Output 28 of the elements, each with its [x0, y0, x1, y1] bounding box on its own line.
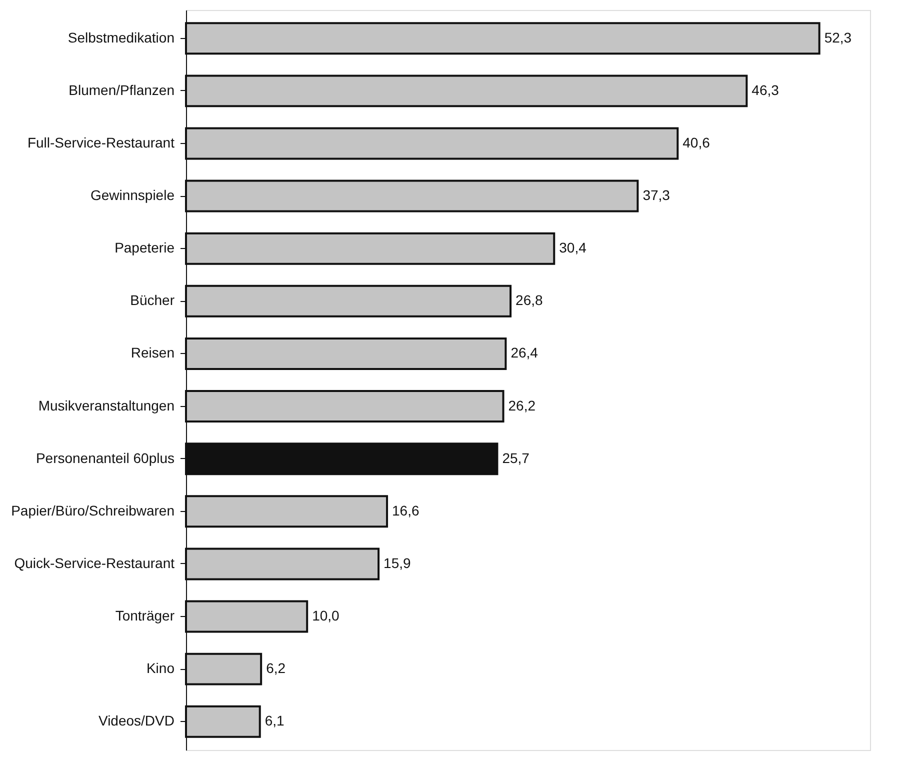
y-tick-label: Gewinnspiele	[90, 187, 175, 204]
data-label: 37,3	[642, 187, 670, 204]
y-tick-label: Selbstmedikation	[68, 29, 174, 46]
y-tick-label: Blumen/Pflanzen	[68, 82, 174, 98]
data-label: 26,8	[516, 292, 543, 308]
y-tick-label: Reisen	[130, 344, 174, 361]
data-label: 26,2	[508, 397, 536, 414]
y-tick-label: Kino	[146, 660, 175, 676]
data-label: 15,9	[384, 554, 412, 571]
data-label: 26,4	[510, 344, 538, 361]
y-tick-label: Papier/Büro/Schreibwaren	[11, 502, 174, 518]
y-tick-label: Bücher	[130, 292, 175, 308]
y-tick-label: Full-Service-Restaurant	[27, 134, 175, 150]
y-tick-label: Musikveranstaltungen	[38, 397, 174, 414]
data-label: 30,4	[559, 240, 587, 256]
data-label: 25,7	[502, 450, 530, 466]
y-tick-label: Quick-Service-Restaurant	[14, 554, 175, 571]
data-label: 6,1	[264, 712, 285, 729]
y-tick-label: Videos/DVD	[98, 712, 174, 729]
y-tick-label: Personenanteil 60plus	[36, 450, 174, 466]
data-label: 40,6	[682, 134, 710, 150]
y-tick-label: Papeterie	[114, 240, 175, 256]
y-tick-label: Tonträger	[115, 608, 175, 624]
data-label: 46,3	[752, 82, 780, 98]
data-label: 16,6	[392, 502, 420, 518]
data-label: 6,2	[266, 660, 286, 676]
data-label: 10,0	[312, 608, 340, 624]
data-label: 52,3	[824, 29, 852, 46]
